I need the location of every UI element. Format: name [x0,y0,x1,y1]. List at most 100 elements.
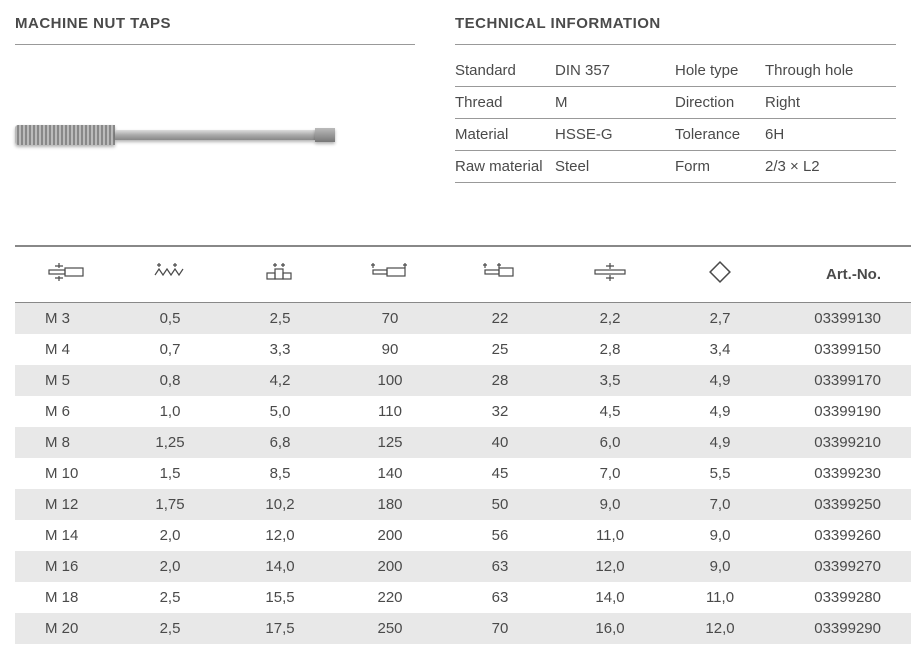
cell-length: 200 [335,551,445,582]
cell-c6: 9,0 [665,520,775,551]
cell-pitch: 2,0 [115,520,225,551]
info-label: Hole type [675,55,765,87]
cell-c4: 45 [445,458,555,489]
cell-c6: 4,9 [665,365,775,396]
cell-thread: M 16 [15,551,115,582]
cell-art-no: 03399280 [775,582,911,613]
cell-pitch: 2,5 [115,582,225,613]
cell-pitch: 2,0 [115,551,225,582]
cell-thread: M 12 [15,489,115,520]
cell-pitch: 1,75 [115,489,225,520]
cell-c6: 7,0 [665,489,775,520]
cell-length: 125 [335,427,445,458]
cell-length: 140 [335,458,445,489]
table-row: M 142,012,02005611,09,003399260 [15,520,911,551]
cell-c4: 63 [445,551,555,582]
cell-art-no: 03399150 [775,334,911,365]
table-row: M 182,515,52206314,011,003399280 [15,582,911,613]
cell-c6: 4,9 [665,427,775,458]
cell-c2: 10,2 [225,489,335,520]
cell-c2: 4,2 [225,365,335,396]
cell-thread: M 20 [15,613,115,644]
cell-art-no: 03399170 [775,365,911,396]
cell-pitch: 2,5 [115,613,225,644]
product-image [15,55,415,215]
cell-length: 250 [335,613,445,644]
technical-info-table: StandardDIN 357Hole typeThrough holeThre… [455,55,896,183]
info-value: Through hole [765,55,896,87]
cell-c6: 12,0 [665,613,775,644]
info-label: Form [675,151,765,183]
cell-c5: 9,0 [555,489,665,520]
cell-pitch: 1,25 [115,427,225,458]
cell-c4: 25 [445,334,555,365]
info-value: Steel [555,151,675,183]
info-value: 2/3 × L2 [765,151,896,183]
info-label: Material [455,119,555,151]
info-value: M [555,87,675,119]
cell-length: 70 [335,303,445,335]
table-row: M 50,84,2100283,54,903399170 [15,365,911,396]
col-header-art-no: Art.-No. [775,247,911,303]
cell-pitch: 1,5 [115,458,225,489]
table-row: M 61,05,0110324,54,903399190 [15,396,911,427]
cell-c2: 6,8 [225,427,335,458]
cell-c6: 2,7 [665,303,775,335]
table-row: M 101,58,5140457,05,503399230 [15,458,911,489]
cell-c4: 50 [445,489,555,520]
cell-thread: M 3 [15,303,115,335]
info-row: Raw materialSteelForm2/3 × L2 [455,151,896,183]
cell-c6: 5,5 [665,458,775,489]
cell-c5: 3,5 [555,365,665,396]
info-label: Raw material [455,151,555,183]
info-value: Right [765,87,896,119]
cell-pitch: 0,7 [115,334,225,365]
cell-c2: 14,0 [225,551,335,582]
cell-c4: 22 [445,303,555,335]
cell-pitch: 0,5 [115,303,225,335]
cell-thread: M 10 [15,458,115,489]
cell-c4: 70 [445,613,555,644]
cell-c5: 16,0 [555,613,665,644]
cell-pitch: 0,8 [115,365,225,396]
info-row: MaterialHSSE-GTolerance6H [455,119,896,151]
cell-thread: M 18 [15,582,115,613]
table-row: M 121,7510,2180509,07,003399250 [15,489,911,520]
table-row: M 202,517,52507016,012,003399290 [15,613,911,644]
cell-c5: 4,5 [555,396,665,427]
cell-thread: M 6 [15,396,115,427]
cell-length: 220 [335,582,445,613]
cell-c6: 11,0 [665,582,775,613]
cell-c6: 3,4 [665,334,775,365]
cell-c2: 17,5 [225,613,335,644]
cell-art-no: 03399250 [775,489,911,520]
cell-art-no: 03399210 [775,427,911,458]
col-header-thread-icon [15,247,115,303]
cell-c5: 2,8 [555,334,665,365]
cell-length: 100 [335,365,445,396]
cell-c4: 40 [445,427,555,458]
table-header-row: Art.-No. [15,247,911,303]
cell-c2: 2,5 [225,303,335,335]
col-header-square-icon [665,247,775,303]
info-value: DIN 357 [555,55,675,87]
cell-c5: 2,2 [555,303,665,335]
col-header-pitch-icon [115,247,225,303]
specifications-table: Art.-No. M 30,52,570222,22,703399130M 40… [15,247,911,644]
cell-c5: 7,0 [555,458,665,489]
cell-thread: M 5 [15,365,115,396]
cell-c5: 14,0 [555,582,665,613]
col-header-shank-icon [555,247,665,303]
table-row: M 30,52,570222,22,703399130 [15,303,911,335]
info-row: StandardDIN 357Hole typeThrough hole [455,55,896,87]
table-row: M 81,256,8125406,04,903399210 [15,427,911,458]
cell-thread: M 14 [15,520,115,551]
cell-c5: 6,0 [555,427,665,458]
info-label: Thread [455,87,555,119]
info-value: 6H [765,119,896,151]
cell-thread: M 4 [15,334,115,365]
table-row: M 40,73,390252,83,403399150 [15,334,911,365]
cell-thread: M 8 [15,427,115,458]
cell-c2: 5,0 [225,396,335,427]
cell-c6: 4,9 [665,396,775,427]
